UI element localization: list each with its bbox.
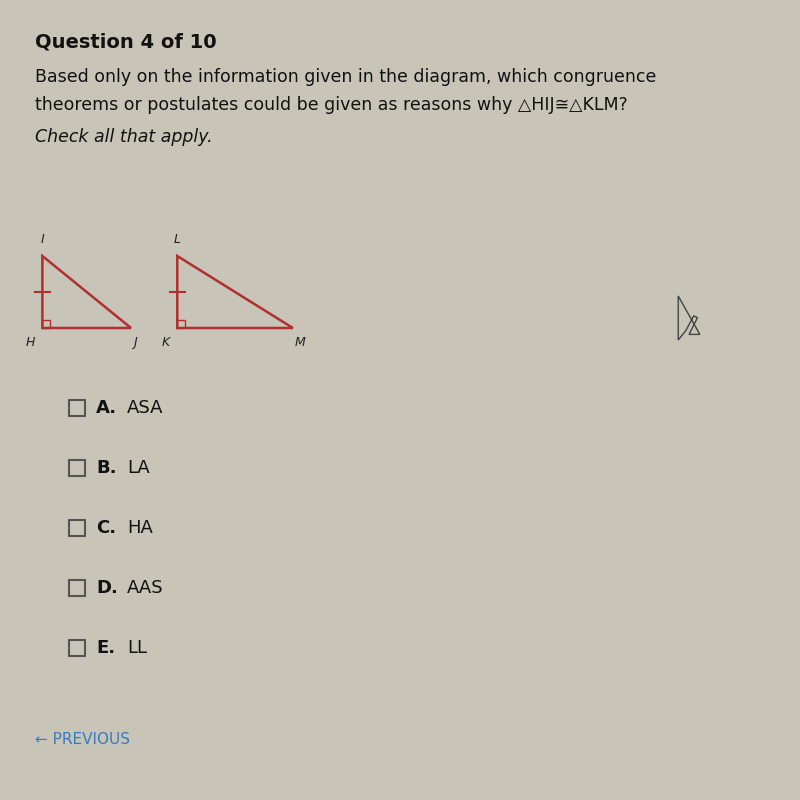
Bar	[70, 400, 85, 416]
Text: D.: D.	[96, 579, 118, 597]
Text: I: I	[41, 234, 44, 246]
Text: Question 4 of 10: Question 4 of 10	[34, 32, 216, 51]
Bar	[70, 640, 85, 656]
Bar	[70, 460, 85, 476]
Text: J: J	[133, 336, 136, 349]
Text: LL: LL	[127, 639, 147, 657]
Bar	[70, 520, 85, 536]
Text: theorems or postulates could be given as reasons why △HIJ≅△KLM?: theorems or postulates could be given as…	[34, 96, 627, 114]
Text: M: M	[294, 336, 305, 349]
Bar	[70, 580, 85, 596]
Text: A.: A.	[96, 399, 118, 417]
Text: LA: LA	[127, 459, 150, 477]
Text: K: K	[162, 336, 170, 349]
Text: E.: E.	[96, 639, 115, 657]
Text: ASA: ASA	[127, 399, 164, 417]
Text: HA: HA	[127, 519, 153, 537]
Text: Based only on the information given in the diagram, which congruence: Based only on the information given in t…	[34, 68, 656, 86]
Text: Check all that apply.: Check all that apply.	[34, 128, 212, 146]
Text: L: L	[174, 234, 181, 246]
Text: ← PREVIOUS: ← PREVIOUS	[34, 732, 130, 747]
Text: H: H	[26, 336, 34, 349]
Text: B.: B.	[96, 459, 117, 477]
Text: AAS: AAS	[127, 579, 164, 597]
Text: C.: C.	[96, 519, 117, 537]
